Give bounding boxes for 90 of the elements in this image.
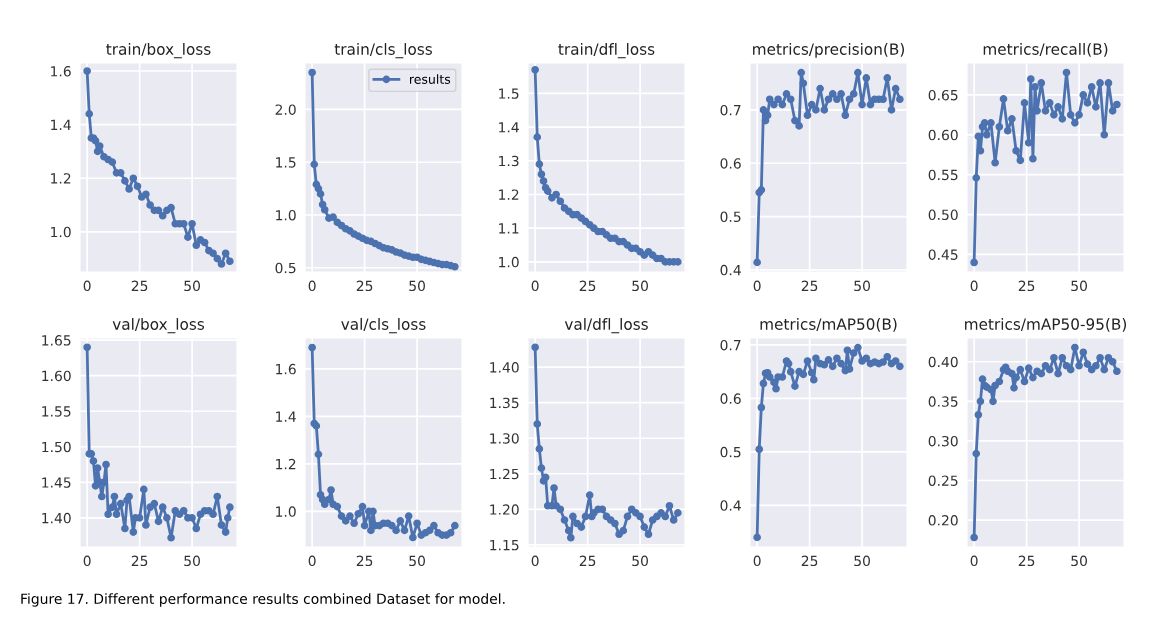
x-tick-label: 50 — [854, 280, 870, 292]
x-tick-label: 25 — [1018, 555, 1035, 567]
x-tick-label: 0 — [753, 280, 761, 292]
y-tick-label: 0.25 — [928, 475, 958, 486]
x-tick-label: 25 — [356, 280, 373, 292]
legend-label: results — [410, 74, 451, 84]
y-tick-label: 0.20 — [928, 515, 958, 526]
y-tick-label: 1.5 — [499, 88, 519, 99]
x-tick-label: 50 — [854, 555, 870, 567]
y-tick-label: 1.0 — [499, 256, 519, 268]
y-tick-label: 0.55 — [928, 169, 958, 181]
y-tick-label: 0.7 — [720, 339, 741, 351]
y-tick-label: 1.4 — [499, 122, 519, 133]
y-tick-label: 0.5 — [275, 262, 296, 274]
x-tick-label: 0 — [308, 555, 316, 567]
y-tick-label: 1.35 — [490, 397, 519, 409]
y-tick-label: 1.0 — [276, 506, 296, 517]
chart-title: val/dfl_loss — [564, 318, 648, 334]
y-tick-label: 0.45 — [928, 249, 958, 260]
chart-title: metrics/mAP50(B) — [760, 318, 897, 332]
chart-title: train/dfl_loss — [558, 43, 655, 59]
chart-title: val/cls_loss — [341, 318, 426, 334]
x-tick-label: 25 — [801, 280, 818, 292]
y-tick-label: 1.15 — [490, 540, 519, 551]
x-tick-label: 50 — [409, 555, 425, 567]
y-tick-label: 1.5 — [276, 157, 296, 168]
y-tick-label: 0.30 — [928, 435, 958, 447]
y-tick-label: 1.0 — [276, 209, 296, 221]
chart-title: metrics/mAP50-95(B) — [965, 318, 1127, 332]
y-tick-label: 1.45 — [42, 477, 71, 488]
chart-title: val/box_loss — [112, 318, 205, 334]
y-tick-label: 1.4 — [276, 411, 296, 422]
y-tick-label: 1.40 — [490, 362, 519, 373]
x-tick-label: 50 — [184, 280, 200, 292]
y-tick-label: 1.6 — [51, 66, 71, 77]
y-tick-label: 1.2 — [499, 189, 519, 200]
x-tick-label: 25 — [131, 280, 148, 292]
x-tick-label: 50 — [632, 555, 648, 567]
y-tick-label: 0.7 — [720, 104, 741, 116]
y-tick-label: 1.6 — [276, 363, 296, 375]
y-tick-label: 1.55 — [42, 406, 71, 417]
x-tick-label: 0 — [970, 555, 978, 567]
caption: Figure 17. Different performance results combined Dataset for model. — [21, 593, 505, 607]
y-tick-label: 1.60 — [42, 370, 71, 382]
y-tick-label: 1.40 — [42, 512, 71, 524]
y-tick-label: 1.0 — [51, 226, 71, 238]
y-tick-label: 0.6 — [720, 158, 741, 169]
y-tick-label: 1.2 — [51, 173, 71, 184]
x-tick-label: 0 — [308, 280, 316, 292]
y-tick-label: 1.2 — [276, 458, 296, 470]
x-tick-label: 50 — [632, 280, 648, 292]
x-tick-label: 25 — [801, 555, 818, 567]
y-tick-label: 1.50 — [42, 441, 71, 453]
x-tick-label: 50 — [184, 555, 200, 567]
x-tick-label: 0 — [83, 555, 91, 567]
y-tick-label: 0.5 — [720, 446, 741, 458]
y-tick-label: 2.0 — [275, 104, 296, 115]
y-tick-label: 0.65 — [928, 89, 958, 101]
x-tick-label: 0 — [531, 280, 539, 292]
chart-title: train/box_loss — [106, 43, 211, 59]
y-tick-label: 1.20 — [490, 504, 519, 515]
y-tick-label: 0.50 — [928, 209, 958, 221]
y-tick-label: 0.4 — [720, 500, 741, 511]
chart-title: metrics/recall(B) — [983, 43, 1108, 57]
y-tick-label: 0.60 — [928, 129, 958, 141]
x-tick-label: 0 — [83, 280, 91, 292]
x-tick-label: 25 — [579, 555, 596, 567]
y-tick-label: 1.25 — [490, 468, 519, 480]
y-tick-label: 1.3 — [499, 155, 519, 167]
x-tick-label: 25 — [131, 555, 148, 567]
y-tick-label: 0.4 — [720, 264, 741, 276]
x-tick-label: 0 — [970, 280, 978, 292]
x-tick-label: 25 — [356, 555, 373, 567]
x-tick-label: 0 — [753, 555, 761, 567]
x-tick-label: 25 — [1018, 280, 1035, 292]
y-tick-label: 0.35 — [928, 396, 958, 407]
x-tick-label: 50 — [1071, 555, 1087, 567]
y-tick-label: 1.65 — [42, 335, 71, 346]
x-tick-label: 50 — [409, 280, 425, 292]
y-tick-label: 0.5 — [720, 211, 741, 223]
y-tick-label: 0.6 — [720, 393, 741, 404]
x-tick-label: 50 — [1071, 280, 1087, 292]
y-tick-label: 1.4 — [51, 119, 71, 130]
y-tick-label: 1.1 — [499, 223, 519, 234]
y-tick-label: 0.40 — [928, 356, 958, 368]
x-tick-label: 25 — [579, 280, 596, 292]
chart-title: train/cls_loss — [334, 43, 432, 59]
x-tick-label: 0 — [531, 555, 539, 567]
chart-title: metrics/precision(B) — [753, 43, 904, 58]
y-tick-label: 1.30 — [490, 433, 519, 444]
